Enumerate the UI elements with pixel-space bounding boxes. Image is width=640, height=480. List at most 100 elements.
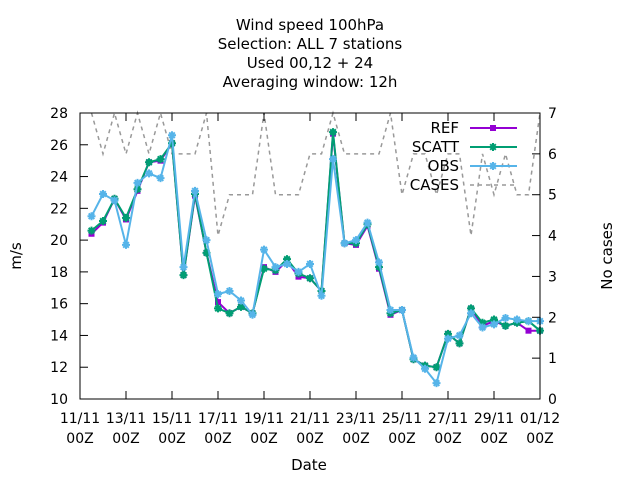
title-line: Selection: ALL 7 stations <box>218 35 403 53</box>
data-point-scatt <box>501 321 510 330</box>
y2-tick-label: 4 <box>548 229 557 245</box>
data-point-obs <box>306 259 314 268</box>
data-point-obs <box>524 317 533 326</box>
data-point-obs <box>122 240 130 249</box>
data-point-obs <box>398 306 406 315</box>
series-layer <box>87 110 544 388</box>
series-obs <box>87 131 544 388</box>
y-tick-label: 28 <box>50 106 68 122</box>
x-tick-label-date: 23/11 <box>336 411 376 427</box>
data-point-scatt <box>478 318 487 327</box>
data-point-obs <box>260 245 268 254</box>
data-point-obs <box>99 190 107 199</box>
data-point-scatt <box>179 271 188 280</box>
x-tick-label-date: 19/11 <box>244 411 284 427</box>
data-point-ref <box>525 327 532 334</box>
x-tick-label-hour: 00Z <box>480 431 507 447</box>
data-point-obs <box>191 186 199 195</box>
y2-axis-label: No cases <box>598 222 616 290</box>
x-tick-label-hour: 00Z <box>342 431 369 447</box>
data-point-obs <box>271 263 280 272</box>
series-line-obs <box>90 134 540 386</box>
y-tick-label: 20 <box>50 233 68 249</box>
data-point-obs <box>87 212 96 221</box>
y-tick-label: 14 <box>50 328 68 344</box>
data-point-obs <box>444 334 452 343</box>
data-point-obs <box>386 306 395 315</box>
y2-tick-label: 0 <box>548 392 557 408</box>
data-point-scatt <box>202 248 211 257</box>
data-point-obs <box>455 331 464 340</box>
data-point-scatt <box>214 304 222 313</box>
title-line: Averaging window: 12h <box>223 73 398 91</box>
series-line-ref <box>90 133 540 369</box>
data-point-obs <box>145 169 153 178</box>
y2-tick-label: 2 <box>548 310 557 326</box>
data-point-obs <box>467 309 475 318</box>
series-scatt <box>87 128 544 372</box>
y2-tick-label: 6 <box>548 147 557 163</box>
legend-marker-ref <box>490 125 496 131</box>
data-point-obs <box>214 290 222 299</box>
legend-label-ref: REF <box>430 119 459 137</box>
data-point-scatt <box>490 315 498 324</box>
data-point-obs <box>317 291 326 300</box>
x-tick-label-date: 15/11 <box>152 411 192 427</box>
data-point-obs <box>432 379 441 388</box>
y-tick-label: 26 <box>50 138 68 154</box>
data-point-obs <box>501 313 510 322</box>
data-point-ref <box>215 299 221 306</box>
legend-marker-scatt <box>489 143 497 151</box>
data-point-obs <box>248 310 257 319</box>
data-point-obs <box>340 239 349 248</box>
legend-label-scatt: SCATT <box>412 138 460 156</box>
data-point-scatt <box>133 185 142 194</box>
data-point-scatt <box>122 213 130 222</box>
y-tick-label: 12 <box>50 360 68 376</box>
data-point-obs <box>329 155 337 164</box>
y2-tick-label: 1 <box>548 351 557 367</box>
x-tick-label-hour: 00Z <box>158 431 185 447</box>
x-tick-label-hour: 00Z <box>250 431 277 447</box>
data-point-scatt <box>432 363 441 372</box>
data-point-obs <box>409 353 418 362</box>
data-point-scatt <box>237 302 245 311</box>
x-tick-label-date: 25/11 <box>382 411 422 427</box>
y2-tick-label: 3 <box>548 269 557 285</box>
data-point-obs <box>202 236 211 245</box>
x-tick-label-date: 17/11 <box>198 411 238 427</box>
axes: 101214161820222426280123456711/1100Z13/1… <box>50 106 560 447</box>
data-point-obs <box>478 323 487 332</box>
data-point-obs <box>421 364 429 373</box>
data-point-scatt <box>145 158 153 167</box>
series-cases <box>90 110 541 236</box>
data-point-obs <box>375 258 383 267</box>
x-tick-label-hour: 00Z <box>296 431 323 447</box>
x-tick-label-hour: 00Z <box>204 431 231 447</box>
x-tick-label-hour: 00Z <box>112 431 139 447</box>
y2-tick-label: 5 <box>548 188 557 204</box>
data-point-scatt <box>375 263 383 272</box>
data-point-obs <box>363 218 372 227</box>
x-tick-label-date: 01/12 <box>520 411 560 427</box>
y2-tick-label: 7 <box>548 106 557 122</box>
data-point-obs <box>513 315 521 324</box>
x-tick-label-date: 29/11 <box>474 411 514 427</box>
x-tick-label-hour: 00Z <box>434 431 461 447</box>
legend-label-cases: CASES <box>410 176 459 194</box>
data-point-obs <box>133 178 142 187</box>
data-point-obs <box>110 196 119 205</box>
data-point-obs <box>352 236 360 245</box>
data-point-scatt <box>87 226 96 235</box>
data-point-scatt <box>156 155 165 164</box>
data-point-obs <box>294 267 303 276</box>
x-tick-label-hour: 00Z <box>526 431 553 447</box>
data-point-scatt <box>444 329 452 338</box>
data-point-obs <box>283 259 291 268</box>
legend-marker-obs <box>489 162 497 170</box>
x-tick-label-date: 27/11 <box>428 411 468 427</box>
series-line-scatt <box>90 131 541 369</box>
title-line: Wind speed 100hPa <box>236 16 384 34</box>
